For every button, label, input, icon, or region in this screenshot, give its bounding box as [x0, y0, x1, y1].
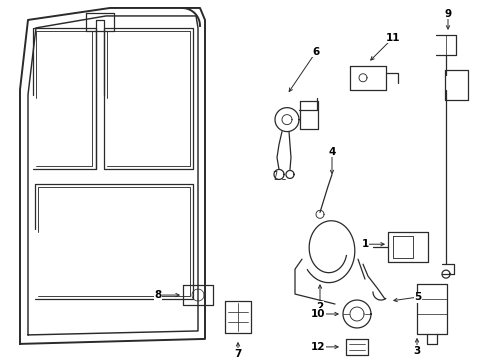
Text: 8: 8 [154, 290, 162, 300]
Text: 11: 11 [385, 33, 400, 43]
Text: 9: 9 [444, 9, 450, 19]
Text: 4: 4 [327, 147, 335, 157]
Text: 10: 10 [310, 309, 325, 319]
Text: 2: 2 [316, 302, 323, 312]
Text: 6: 6 [312, 47, 319, 57]
Text: 1: 1 [361, 239, 368, 249]
Text: 5: 5 [413, 292, 421, 302]
Text: 7: 7 [234, 349, 241, 359]
Text: 3: 3 [412, 346, 420, 356]
Text: 12: 12 [310, 342, 325, 352]
